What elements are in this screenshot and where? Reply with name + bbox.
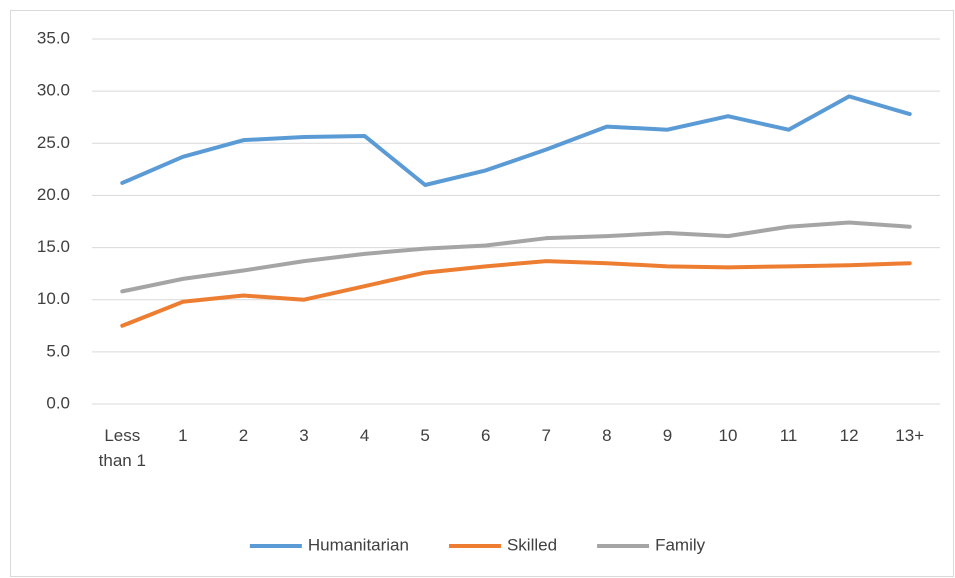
legend-label: Family (655, 535, 706, 554)
y-tick-label: 0.0 (46, 393, 70, 412)
y-tick-label: 35.0 (37, 28, 70, 47)
y-tick-label: 10.0 (37, 289, 70, 308)
x-tick-label: 8 (602, 426, 612, 445)
y-tick-label: 20.0 (37, 185, 70, 204)
line-series (120, 220, 912, 294)
legend-label: Skilled (507, 535, 557, 554)
x-tick-label: 6 (480, 426, 491, 445)
x-tick-label: 2 (238, 426, 249, 445)
x-tick-label: 3 (299, 426, 309, 445)
line-series (120, 259, 912, 328)
line-series (120, 94, 912, 187)
x-tick-label: Less than 1 (98, 426, 146, 470)
y-tick-label: 15.0 (37, 237, 70, 256)
x-tick-label: 10 (718, 426, 738, 445)
x-tick-label: 12 (839, 426, 859, 445)
y-tick-label: 25.0 (37, 133, 70, 152)
x-tick-label: 13+ (895, 426, 925, 445)
x-tick-label: 5 (420, 426, 430, 445)
chart-border (10, 10, 954, 577)
legend-label: Humanitarian (308, 535, 409, 554)
y-tick-label: 5.0 (46, 341, 70, 360)
y-tick-label: 30.0 (37, 81, 70, 100)
x-tick-label: 1 (178, 426, 188, 445)
x-tick-label: 11 (779, 426, 798, 445)
x-tick-label: 7 (541, 426, 552, 445)
x-tick-label: 4 (359, 426, 370, 445)
x-tick-label: 9 (662, 426, 673, 445)
